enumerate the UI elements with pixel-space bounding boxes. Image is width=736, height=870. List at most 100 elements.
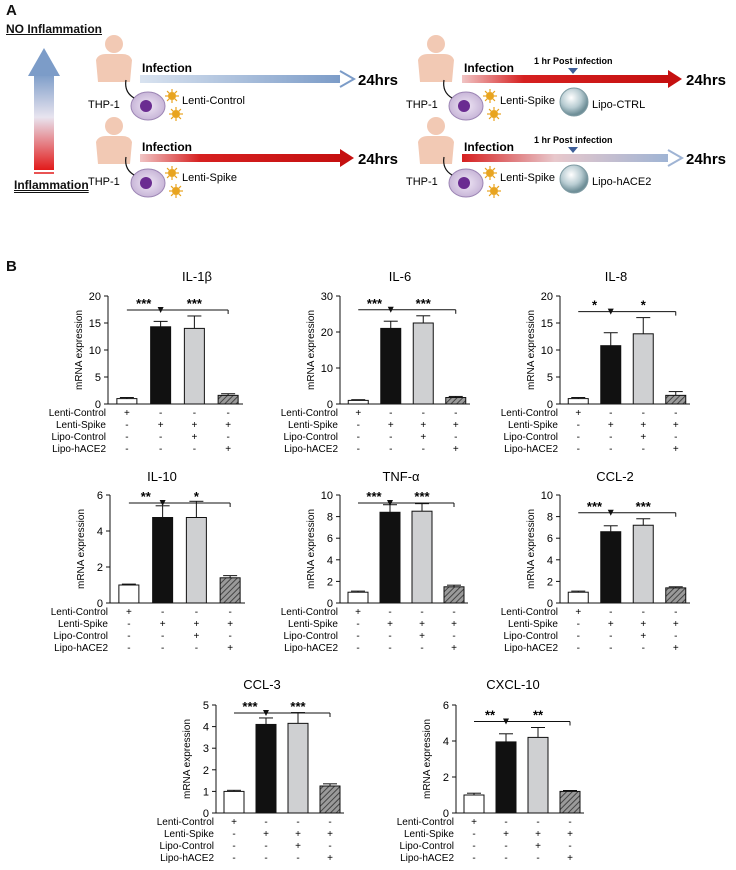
y-tick-label: 4	[327, 555, 333, 567]
scenario-s1: Infection 24hrs THP-1 Lenti-Control	[88, 35, 398, 121]
cell-nucleus-icon	[458, 177, 470, 189]
significance-label: **	[141, 489, 152, 504]
lentivirus-icon	[168, 92, 176, 100]
chart-title: CXCL-10	[486, 677, 539, 692]
chart-4: TNF-α 0 2 4 6 8 10 mRNA expression *** *** Lenti-C…	[281, 469, 468, 654]
cell-nucleus-icon	[458, 100, 470, 112]
condition-symbol: -	[568, 841, 571, 852]
condition-symbol: -	[195, 643, 198, 654]
y-tick-label: 4	[97, 526, 103, 538]
significance-label: ***	[414, 489, 430, 504]
liposome-label: Lipo-hACE2	[592, 176, 651, 188]
condition-symbol: +	[225, 444, 231, 455]
bar-3	[665, 394, 687, 405]
condition-symbol: +	[327, 829, 333, 840]
cell-label: THP-1	[88, 176, 120, 188]
condition-symbol: -	[504, 817, 507, 828]
y-axis-label: mRNA expression	[526, 509, 537, 589]
y-tick-label: 2	[547, 576, 553, 588]
bar-3	[443, 586, 465, 604]
infection-label: Infection	[142, 61, 192, 75]
timeline-arrow-head	[339, 70, 357, 88]
body-head-icon	[427, 35, 445, 53]
time-label: 24hrs	[686, 151, 726, 168]
virus-spike-icon	[170, 185, 174, 189]
liposome-label: Lipo-CTRL	[592, 99, 645, 111]
post-infection-note: 1 hr Post infection	[534, 135, 613, 145]
condition-row-label: Lipo-Control	[284, 432, 338, 443]
significance-marker	[159, 500, 166, 506]
post-infection-note: 1 hr Post infection	[534, 56, 613, 66]
condition-symbol: +	[355, 607, 361, 618]
condition-row-label: Lenti-Control	[49, 408, 106, 419]
bar-3	[445, 397, 467, 405]
bar-0	[567, 398, 589, 405]
bar-2	[632, 524, 654, 604]
condition-row-label: Lipo-hACE2	[160, 853, 214, 864]
scenario-s3: Infection 24hrs THP-1 Lenti-Spike Lipo-CTRL 1…	[406, 35, 726, 121]
condition-row-label: Lenti-Control	[281, 408, 338, 419]
virus-spike-icon	[496, 193, 500, 197]
condition-row-label: Lenti-Spike	[508, 420, 558, 431]
post-infection-marker	[568, 68, 578, 74]
y-tick-label: 5	[203, 700, 209, 712]
y-tick-label: 0	[327, 399, 333, 411]
virus-spike-icon	[496, 116, 500, 120]
condition-symbol: +	[126, 607, 132, 618]
lentivirus-icon	[486, 169, 494, 177]
y-tick-label: 15	[541, 318, 553, 330]
condition-row-label: Lenti-Control	[501, 408, 558, 419]
timeline-arrow-head	[667, 149, 685, 167]
condition-symbol: -	[577, 619, 580, 630]
condition-symbol: -	[357, 444, 360, 455]
virus-spike-icon	[174, 175, 178, 179]
y-tick-label: 0	[203, 808, 209, 820]
significance-label: ***	[416, 296, 432, 311]
condition-row-label: Lenti-Control	[157, 817, 214, 828]
condition-symbol: +	[191, 420, 197, 431]
chart-0: IL-1β 0 5 10 15 20 mRNA expression *** *** Lenti-…	[49, 269, 243, 455]
bar-0	[118, 584, 140, 604]
condition-row-label: Lenti-Spike	[288, 420, 338, 431]
virus-spike-icon	[496, 185, 500, 189]
y-tick-label: 0	[97, 598, 103, 610]
virus-spike-icon	[492, 167, 496, 171]
condition-symbol: -	[264, 817, 267, 828]
chart-title: IL-6	[389, 269, 411, 284]
y-tick-label: 4	[547, 555, 553, 567]
virus-spike-icon	[170, 116, 174, 120]
condition-symbol: +	[225, 420, 231, 431]
condition-symbol: -	[420, 607, 423, 618]
condition-symbol: -	[264, 841, 267, 852]
condition-symbol: -	[422, 408, 425, 419]
condition-symbol: +	[451, 643, 457, 654]
post-infection-marker	[568, 147, 578, 153]
condition-row-label: Lenti-Control	[501, 607, 558, 618]
condition-symbol: -	[159, 444, 162, 455]
condition-symbol: -	[296, 853, 299, 864]
condition-row-label: Lipo-Control	[52, 432, 106, 443]
y-tick-label: 3	[203, 743, 209, 755]
condition-symbol: -	[609, 444, 612, 455]
significance-label: *	[641, 298, 647, 313]
y-axis-label: mRNA expression	[306, 509, 317, 589]
condition-symbol: -	[577, 420, 580, 431]
y-axis-label: mRNA expression	[182, 719, 193, 799]
condition-symbol: -	[454, 408, 457, 419]
condition-row-label: Lenti-Spike	[288, 619, 338, 630]
y-tick-label: 20	[541, 291, 553, 303]
condition-symbol: -	[472, 841, 475, 852]
condition-symbol: -	[195, 607, 198, 618]
lentivirus-icon	[486, 92, 494, 100]
virus-spike-icon	[492, 98, 496, 102]
condition-symbol: +	[640, 420, 646, 431]
condition-symbol: +	[227, 619, 233, 630]
condition-symbol: -	[420, 643, 423, 654]
chart-6: CCL-3 0 1 2 3 4 5 mRNA expression *** *** Lenti-Co…	[157, 677, 344, 864]
body-torso-icon	[96, 54, 132, 82]
y-tick-label: 6	[443, 700, 449, 712]
chart-7: CXCL-10 0 2 4 6 mRNA expression ** ** Lenti-Cont…	[397, 677, 584, 864]
significance-marker	[263, 710, 269, 716]
